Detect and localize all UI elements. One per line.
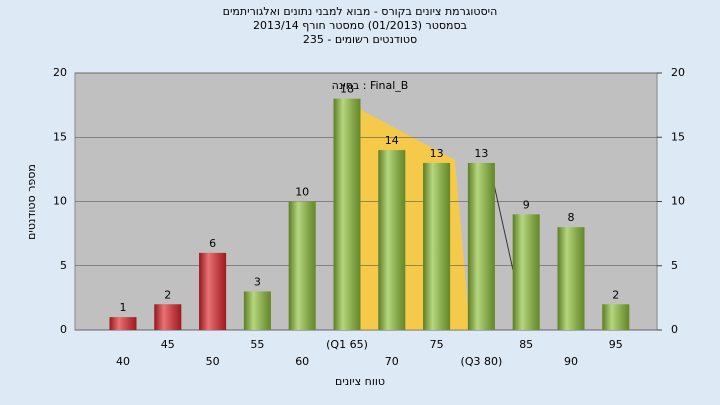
value-label: 6 bbox=[209, 237, 216, 250]
y2-tick-label: 10 bbox=[671, 195, 685, 208]
x-tick-label: 50 bbox=[206, 355, 220, 368]
value-label: 1 bbox=[120, 301, 127, 314]
value-label: 3 bbox=[254, 275, 261, 288]
value-label: 8 bbox=[568, 211, 575, 224]
bar-shade bbox=[467, 162, 495, 330]
y-axis-label: מספר סטודנטים bbox=[25, 164, 38, 240]
x-tick-label: 85 bbox=[519, 338, 533, 351]
x-tick-label: 45 bbox=[161, 338, 175, 351]
x-tick-label: (Q3 80) bbox=[461, 355, 503, 368]
value-label: 13 bbox=[430, 147, 444, 160]
value-label: 2 bbox=[164, 288, 171, 301]
y-tick-label: 20 bbox=[53, 66, 67, 79]
title-line: בסמסטר (01/2013) סמסטר חורף 2013/14 bbox=[253, 19, 467, 32]
bar-shade bbox=[288, 201, 316, 330]
bar-shade bbox=[199, 252, 227, 330]
y2-tick-label: 15 bbox=[671, 130, 685, 143]
y2-tick-label: 0 bbox=[671, 323, 678, 336]
bar-shade bbox=[602, 304, 630, 330]
bar-shade bbox=[378, 150, 406, 330]
connector bbox=[492, 179, 514, 271]
value-label: 13 bbox=[474, 147, 488, 160]
title-line: היסטוגרמת ציונים בקורס - מבוא למבני נתונ… bbox=[223, 5, 498, 18]
bar-shade bbox=[109, 317, 137, 330]
value-label: 10 bbox=[295, 186, 309, 199]
y-tick-label: 15 bbox=[53, 130, 67, 143]
y2-tick-label: 5 bbox=[671, 259, 678, 272]
bar-shade bbox=[557, 227, 585, 330]
value-label: 2 bbox=[612, 288, 619, 301]
value-label: 9 bbox=[523, 198, 530, 211]
value-label: 18 bbox=[340, 83, 354, 96]
x-axis-label: טווח ציונים bbox=[335, 375, 385, 388]
bar-shade bbox=[423, 162, 451, 330]
x-tick-label: 90 bbox=[564, 355, 578, 368]
x-tick-label: 75 bbox=[430, 338, 444, 351]
title-line: סטודנטים רשומים - 235 bbox=[303, 33, 417, 46]
bar-shade bbox=[333, 98, 361, 330]
x-tick-label: 60 bbox=[295, 355, 309, 368]
y-tick-label: 10 bbox=[53, 195, 67, 208]
x-tick-label: (Q1 65) bbox=[326, 338, 368, 351]
x-tick-label: 70 bbox=[385, 355, 399, 368]
bar-shade bbox=[243, 291, 271, 330]
y2-tick-label: 20 bbox=[671, 66, 685, 79]
x-tick-label: 40 bbox=[116, 355, 130, 368]
annotation: בחינה : Final_B bbox=[332, 79, 409, 92]
x-tick-label: 55 bbox=[250, 338, 264, 351]
y-tick-label: 5 bbox=[60, 259, 67, 272]
bar-shade bbox=[154, 304, 182, 330]
y-tick-label: 0 bbox=[60, 323, 67, 336]
bar-shade bbox=[512, 214, 540, 330]
x-tick-label: 95 bbox=[609, 338, 623, 351]
value-label: 14 bbox=[385, 134, 399, 147]
